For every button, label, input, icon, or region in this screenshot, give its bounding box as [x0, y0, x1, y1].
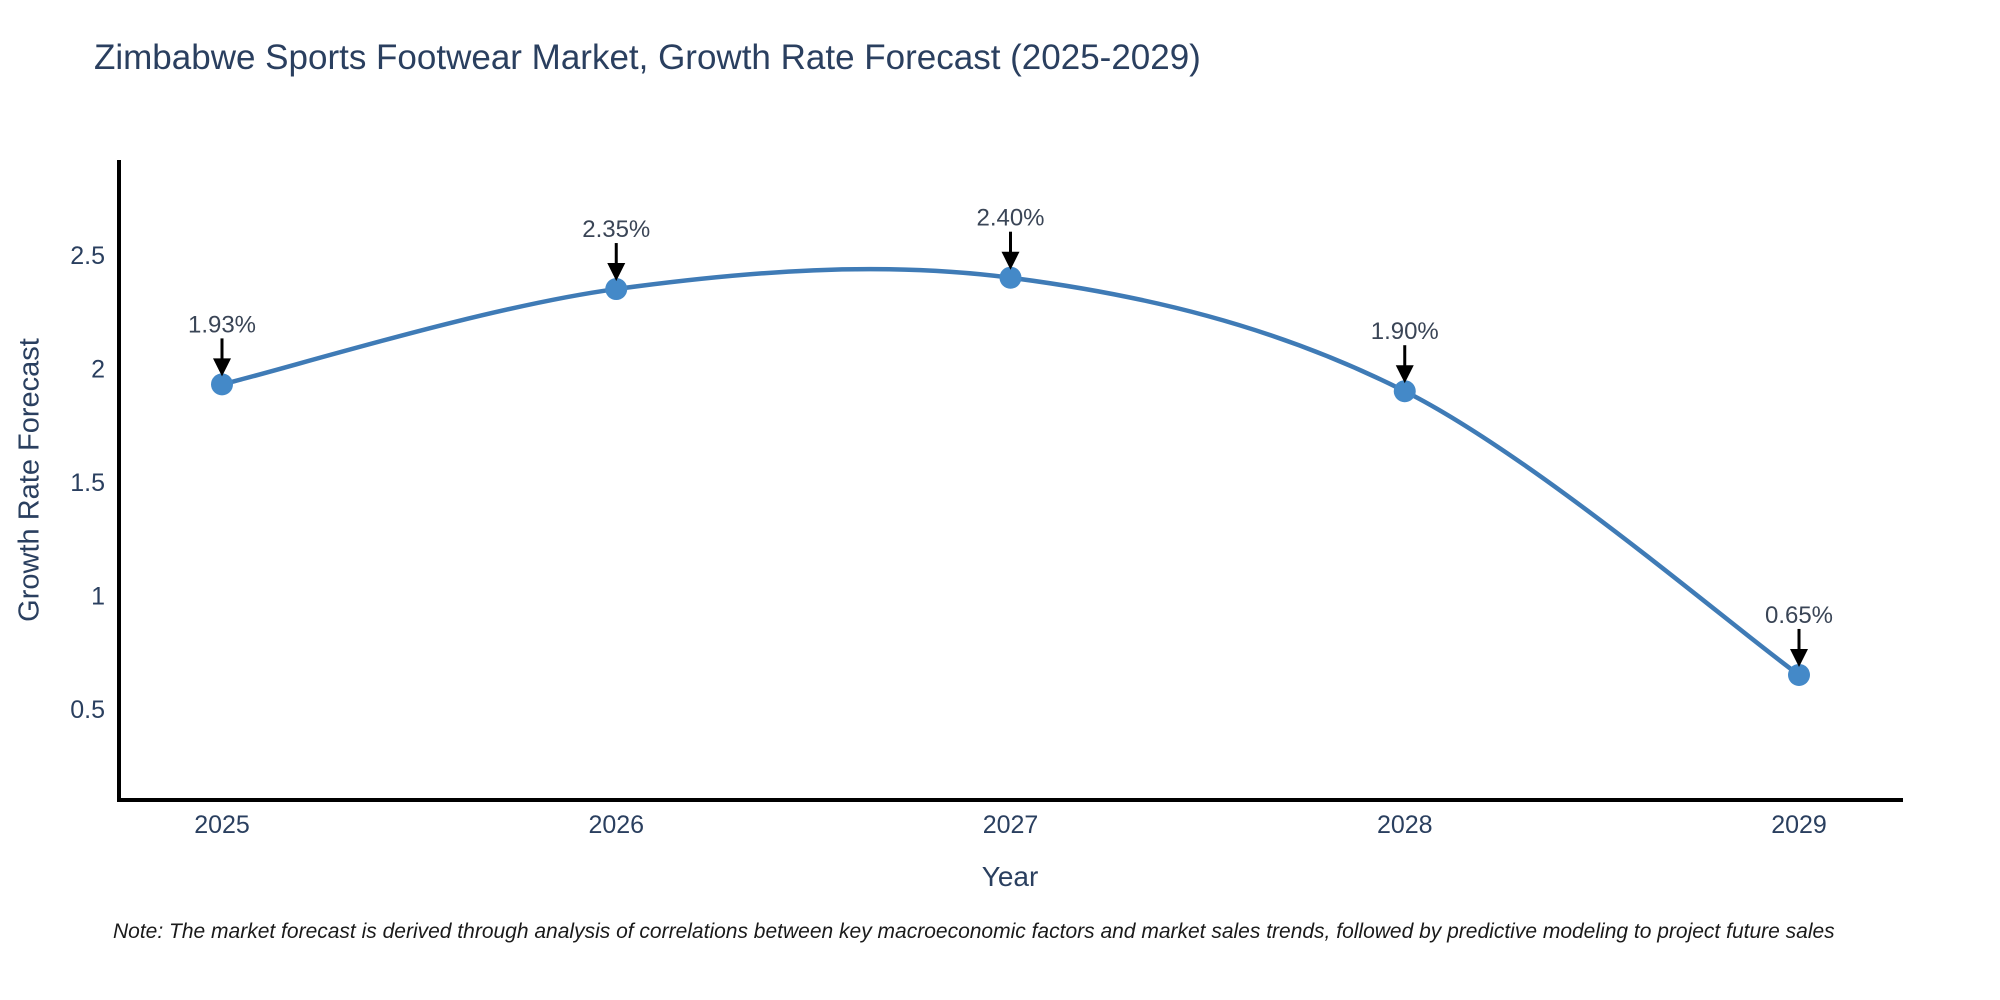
annotation-label: 2.40% [976, 205, 1044, 232]
y-tick-label: 0.5 [70, 696, 105, 724]
axes [117, 160, 1903, 802]
x-tick-label: 2027 [983, 811, 1039, 839]
data-point-marker[interactable] [999, 266, 1022, 289]
data-point-marker[interactable] [605, 278, 628, 301]
annotation-arrowhead-icon [1001, 251, 1020, 270]
y-tick-label: 1.5 [70, 469, 105, 497]
annotation-arrowhead-icon [213, 358, 231, 377]
x-tick-label: 2026 [588, 811, 644, 839]
forecast-line [219, 266, 1802, 678]
x-tick-labels: 2025 2026 2027 2028 2029 [194, 811, 1827, 839]
data-point-marker[interactable] [1393, 380, 1416, 403]
x-tick-label: 2029 [1771, 811, 1827, 839]
annotation-arrowhead-icon [1395, 365, 1414, 384]
y-tick-label: 2 [91, 356, 105, 384]
annotation-arrowhead-icon [1790, 648, 1808, 667]
x-tick-label: 2028 [1377, 811, 1433, 839]
data-point-marker[interactable] [1788, 663, 1810, 686]
annotation-arrowhead-icon [607, 263, 626, 282]
chart-title: Zimbabwe Sports Footwear Market, Growth … [94, 38, 1201, 77]
x-axis-title: Year [981, 861, 1039, 892]
annotation-label: 0.65% [1765, 602, 1833, 629]
x-tick-label: 2025 [194, 811, 250, 839]
data-point-marker[interactable] [211, 373, 233, 396]
annotation-label: 1.93% [188, 311, 256, 338]
data-point-markers [211, 266, 1810, 686]
footnote: Note: The market forecast is derived thr… [113, 920, 1835, 943]
y-tick-label: 1 [91, 583, 105, 611]
point-annotations: 1.93% 2.35% 2.40% 1.90% 0.65% [188, 205, 1833, 667]
annotation-label: 2.35% [582, 216, 650, 243]
annotation-label: 1.90% [1371, 318, 1439, 345]
y-axis-title: Growth Rate Forecast [13, 338, 46, 622]
y-tick-labels: 0.5 1 1.5 2 2.5 [70, 242, 105, 724]
y-tick-label: 2.5 [70, 242, 105, 270]
